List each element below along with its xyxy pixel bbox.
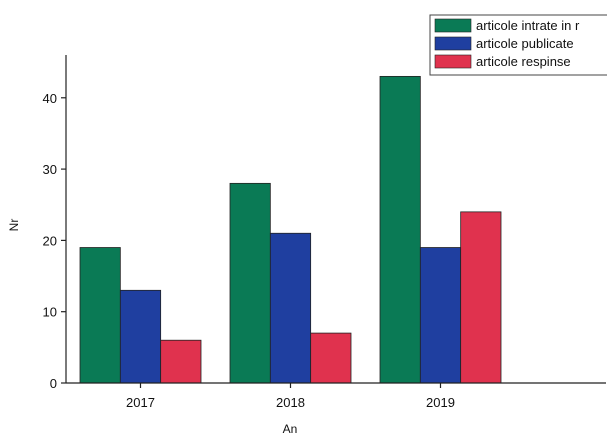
y-tick-label: 40 (43, 91, 57, 106)
legend-label-3: articole respinse (476, 54, 571, 69)
bar-2017-series-2 (119, 289, 162, 384)
y-axis-title: Nr (7, 219, 21, 232)
legend-label-1: articole intrate in r (476, 18, 580, 33)
axes-group (65, 55, 606, 384)
y-tick-label: 10 (43, 305, 57, 320)
bar-2017-series-1 (79, 247, 121, 384)
y-ticks-group: 0 10 20 30 40 (43, 91, 66, 391)
y-tick-label: 20 (43, 233, 57, 248)
legend-label-2: articole publicate (476, 36, 574, 51)
bar-2019-series-3 (460, 211, 502, 384)
x-ticks-group: 2017 2018 2019 (126, 383, 455, 410)
legend: articole intrate in r articole publicate a… (429, 14, 607, 76)
bar-2018-series-2 (269, 232, 312, 384)
x-axis-title: An (283, 422, 298, 436)
legend-swatch-1 (434, 18, 472, 33)
x-tick-label-2017: 2017 (126, 395, 155, 410)
x-tick-label-2018: 2018 (276, 395, 305, 410)
bars-group (79, 75, 502, 384)
legend-swatch-3 (434, 54, 472, 69)
bar-2019-series-2 (419, 247, 462, 384)
y-tick-label: 0 (50, 376, 57, 391)
bar-2019-series-1 (379, 75, 421, 384)
legend-swatch-2 (434, 36, 472, 51)
bar-2018-series-1 (229, 182, 271, 384)
bar-2017-series-3 (160, 339, 202, 384)
bar-2018-series-3 (310, 332, 352, 384)
x-tick-label-2019: 2019 (426, 395, 455, 410)
y-tick-label: 30 (43, 162, 57, 177)
